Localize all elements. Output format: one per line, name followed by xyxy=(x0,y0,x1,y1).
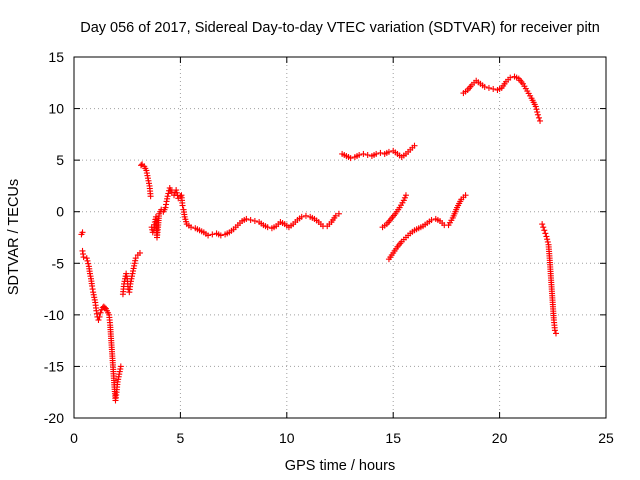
data-point xyxy=(332,212,339,219)
x-axis-label: GPS time / hours xyxy=(285,458,395,474)
data-point xyxy=(356,151,363,158)
data-point xyxy=(428,216,435,223)
y-tick-label: 0 xyxy=(56,204,64,220)
data-point xyxy=(540,224,547,231)
data-point xyxy=(79,229,86,236)
grid xyxy=(74,57,606,418)
x-tick-label: 0 xyxy=(70,430,78,446)
data-point xyxy=(481,83,488,90)
data-point xyxy=(251,217,258,224)
data-point xyxy=(541,227,548,234)
data-point xyxy=(537,117,544,124)
data-point xyxy=(209,231,216,238)
y-axis-label: SDTVAR / TECUs xyxy=(6,179,22,295)
y-tick-label: 15 xyxy=(48,49,64,65)
data-point xyxy=(117,363,124,370)
x-tick-labels: 0 5 10 15 20 25 xyxy=(70,430,614,446)
data-point xyxy=(335,210,342,217)
data-point xyxy=(485,84,492,91)
data-point xyxy=(542,230,549,237)
y-tick-label: -5 xyxy=(52,255,65,271)
data-point xyxy=(360,150,367,157)
data-point xyxy=(243,215,250,222)
x-tick-label: 10 xyxy=(279,430,295,446)
data-point xyxy=(377,149,384,156)
data-point xyxy=(96,313,103,320)
data-point xyxy=(539,221,546,228)
data-point xyxy=(298,213,305,220)
data-point xyxy=(179,202,186,209)
data-point xyxy=(264,224,271,231)
data-point xyxy=(80,254,87,261)
tick-marks xyxy=(73,56,607,419)
data-point xyxy=(401,194,408,201)
y-tick-label: -10 xyxy=(44,307,64,323)
data-point xyxy=(534,111,541,118)
y-tick-labels: -20 -15 -10 -5 0 5 10 15 xyxy=(44,49,64,426)
data-point xyxy=(402,192,409,199)
data-point xyxy=(132,255,139,262)
data-point xyxy=(543,233,550,240)
data-point xyxy=(490,85,497,92)
chart-title: Day 056 of 2017, Sidereal Day-to-day VTE… xyxy=(80,20,600,36)
y-tick-label: -15 xyxy=(44,358,64,374)
data-point xyxy=(173,189,180,196)
data-point xyxy=(544,236,551,243)
data-point xyxy=(552,330,559,337)
data-point xyxy=(411,142,418,149)
data-point xyxy=(247,216,254,223)
data-point xyxy=(188,224,195,231)
data-point xyxy=(347,155,354,162)
data-point xyxy=(551,327,558,334)
data-point xyxy=(462,192,469,199)
y-tick-label: 10 xyxy=(48,101,64,117)
data-point xyxy=(534,109,541,116)
data-point xyxy=(507,74,514,81)
data-point xyxy=(533,106,540,113)
data-point xyxy=(373,150,380,157)
plot-frame xyxy=(73,56,607,419)
data-point xyxy=(164,193,171,200)
x-tick-label: 5 xyxy=(177,430,185,446)
data-point xyxy=(97,309,104,316)
data-point xyxy=(205,232,212,239)
data-point xyxy=(84,257,91,264)
data-point xyxy=(302,212,309,219)
data-point xyxy=(385,148,392,155)
data-point xyxy=(136,249,143,256)
data-point xyxy=(364,151,371,158)
data-point xyxy=(95,317,102,324)
y-tick-label: 5 xyxy=(56,152,64,168)
data-point xyxy=(147,193,154,200)
x-tick-label: 25 xyxy=(598,430,614,446)
data-markers xyxy=(78,73,559,404)
data-point xyxy=(83,255,90,262)
data-point xyxy=(400,197,407,204)
y-tick-label: -20 xyxy=(44,410,64,426)
data-point xyxy=(138,162,145,169)
data-point xyxy=(101,304,108,311)
x-tick-label: 15 xyxy=(385,430,401,446)
data-point xyxy=(535,114,542,121)
data-point xyxy=(165,190,172,197)
data-point xyxy=(532,103,539,110)
data-point xyxy=(217,232,224,239)
x-tick-label: 20 xyxy=(492,430,508,446)
data-point xyxy=(173,187,180,194)
data-point xyxy=(85,260,92,267)
data-point xyxy=(544,238,551,245)
